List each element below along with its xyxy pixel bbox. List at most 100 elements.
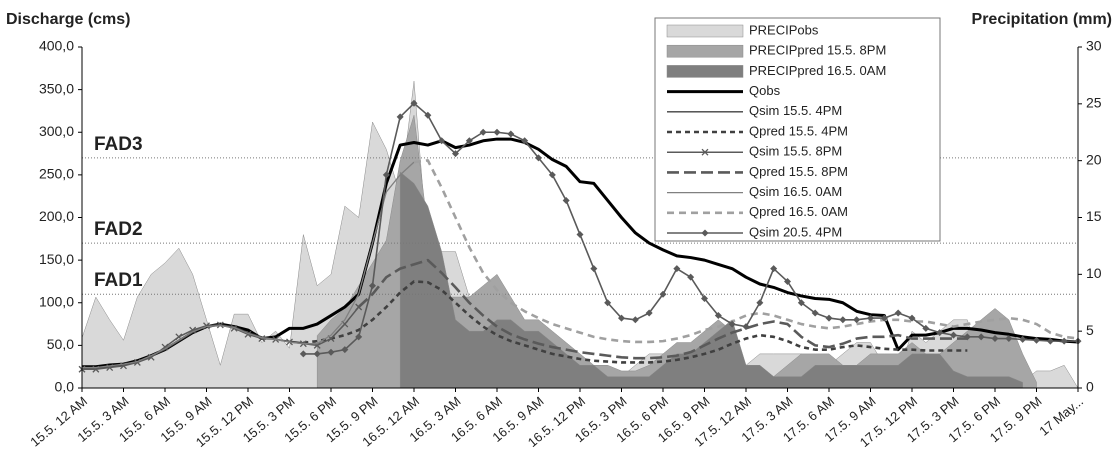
legend-label: Qpred 15.5. 4PM xyxy=(749,123,848,138)
marker xyxy=(562,196,570,204)
marker xyxy=(382,171,390,179)
y-tick-label: 200,0 xyxy=(39,208,74,224)
y-tick-label: 400,0 xyxy=(39,38,74,54)
marker xyxy=(728,320,736,328)
discharge-line xyxy=(82,161,415,369)
marker xyxy=(991,335,999,343)
y-tick-label: 0,0 xyxy=(55,379,75,395)
marker xyxy=(853,316,861,324)
y-tick-label: 150,0 xyxy=(39,251,74,267)
legend-swatch xyxy=(666,24,744,38)
marker xyxy=(977,333,985,341)
y2-tick-label: 20 xyxy=(1086,151,1102,167)
legend-label: PRECIPpred 15.5. 8PM xyxy=(749,43,886,58)
marker xyxy=(797,299,805,307)
legend-marker xyxy=(701,148,709,156)
marker xyxy=(452,150,459,158)
legend-label: Qpred 15.5. 8PM xyxy=(749,164,848,179)
marker xyxy=(521,137,529,145)
legend: PRECIPobs PRECIPpred 15.5. 8PM PRECIPpred … xyxy=(654,17,941,242)
marker xyxy=(936,329,944,337)
marker xyxy=(784,277,791,285)
legend-label: Qobs xyxy=(749,83,781,98)
marker xyxy=(631,316,639,324)
marker xyxy=(493,128,501,136)
marker xyxy=(714,312,722,320)
marker xyxy=(299,350,307,358)
marker xyxy=(230,324,238,332)
y-tick-label: 350,0 xyxy=(39,80,74,96)
threshold-label: FAD2 xyxy=(94,219,143,240)
marker xyxy=(1060,337,1068,345)
marker xyxy=(341,346,349,354)
legend-label: PRECIPpred 16.5. 0AM xyxy=(749,63,886,78)
y2-tick-label: 25 xyxy=(1086,95,1102,111)
legend-label: Qpred 16.5. 0AM xyxy=(749,204,848,219)
discharge-line xyxy=(357,258,968,360)
y2-tick-label: 15 xyxy=(1086,208,1102,224)
precip-area xyxy=(399,171,1023,389)
legend-swatch xyxy=(666,44,744,58)
y2-tick-label: 30 xyxy=(1086,38,1102,54)
legend-swatch xyxy=(666,65,744,78)
marker xyxy=(867,314,874,322)
marker xyxy=(811,309,819,317)
marker xyxy=(687,273,695,281)
marker xyxy=(369,282,376,290)
marker xyxy=(825,314,833,322)
y2-axis-label: Precipitation (mm) xyxy=(972,11,1112,28)
x-tick-label: 17 May... xyxy=(1036,393,1086,438)
marker xyxy=(535,154,542,162)
marker xyxy=(313,350,321,358)
marker xyxy=(355,333,363,341)
legend-label: Qsim 15.5. 4PM xyxy=(749,103,842,118)
legend-marker xyxy=(701,148,709,156)
legend-label: Qsim 15.5. 8PM xyxy=(749,144,842,159)
legend-marker xyxy=(701,229,709,237)
discharge-line xyxy=(82,137,1079,369)
marker xyxy=(396,113,404,121)
marker xyxy=(839,316,847,324)
marker xyxy=(327,348,335,356)
y-tick-label: 250,0 xyxy=(39,166,74,182)
legend-label: PRECIPobs xyxy=(749,22,819,37)
marker xyxy=(659,290,667,298)
y2-tick-label: 0 xyxy=(1086,379,1094,395)
marker xyxy=(880,314,888,322)
marker xyxy=(742,323,750,331)
marker xyxy=(438,137,446,145)
marker xyxy=(756,299,764,307)
marker xyxy=(410,99,418,107)
legend-label: Qsim 16.5. 0AM xyxy=(749,184,842,199)
discharge-line xyxy=(303,280,968,364)
marker xyxy=(701,294,708,302)
marker xyxy=(604,299,612,307)
marker xyxy=(963,333,971,341)
marker xyxy=(618,314,625,322)
y-tick-label: 50,0 xyxy=(47,336,74,352)
marker xyxy=(1019,335,1027,343)
marker xyxy=(1005,335,1013,343)
y-tick-label: 300,0 xyxy=(39,123,74,139)
discharge-line xyxy=(413,159,1079,344)
marker xyxy=(673,265,681,273)
marker xyxy=(424,111,432,119)
threshold-label: FAD1 xyxy=(94,270,143,291)
threshold-label: FAD3 xyxy=(94,134,143,155)
marker xyxy=(922,324,930,332)
marker xyxy=(1033,336,1040,344)
marker xyxy=(590,265,598,273)
marker xyxy=(548,171,556,179)
marker xyxy=(216,321,224,329)
marker xyxy=(465,137,473,145)
legend-label: Qsim 20.5. 4PM xyxy=(749,224,842,239)
marker xyxy=(1046,337,1054,345)
y2-tick-label: 5 xyxy=(1086,322,1094,338)
marker xyxy=(645,309,653,317)
marker xyxy=(894,309,902,317)
marker xyxy=(770,265,778,273)
marker xyxy=(479,128,487,136)
marker xyxy=(189,326,197,334)
y-axis-label: Discharge (cms) xyxy=(6,11,131,28)
